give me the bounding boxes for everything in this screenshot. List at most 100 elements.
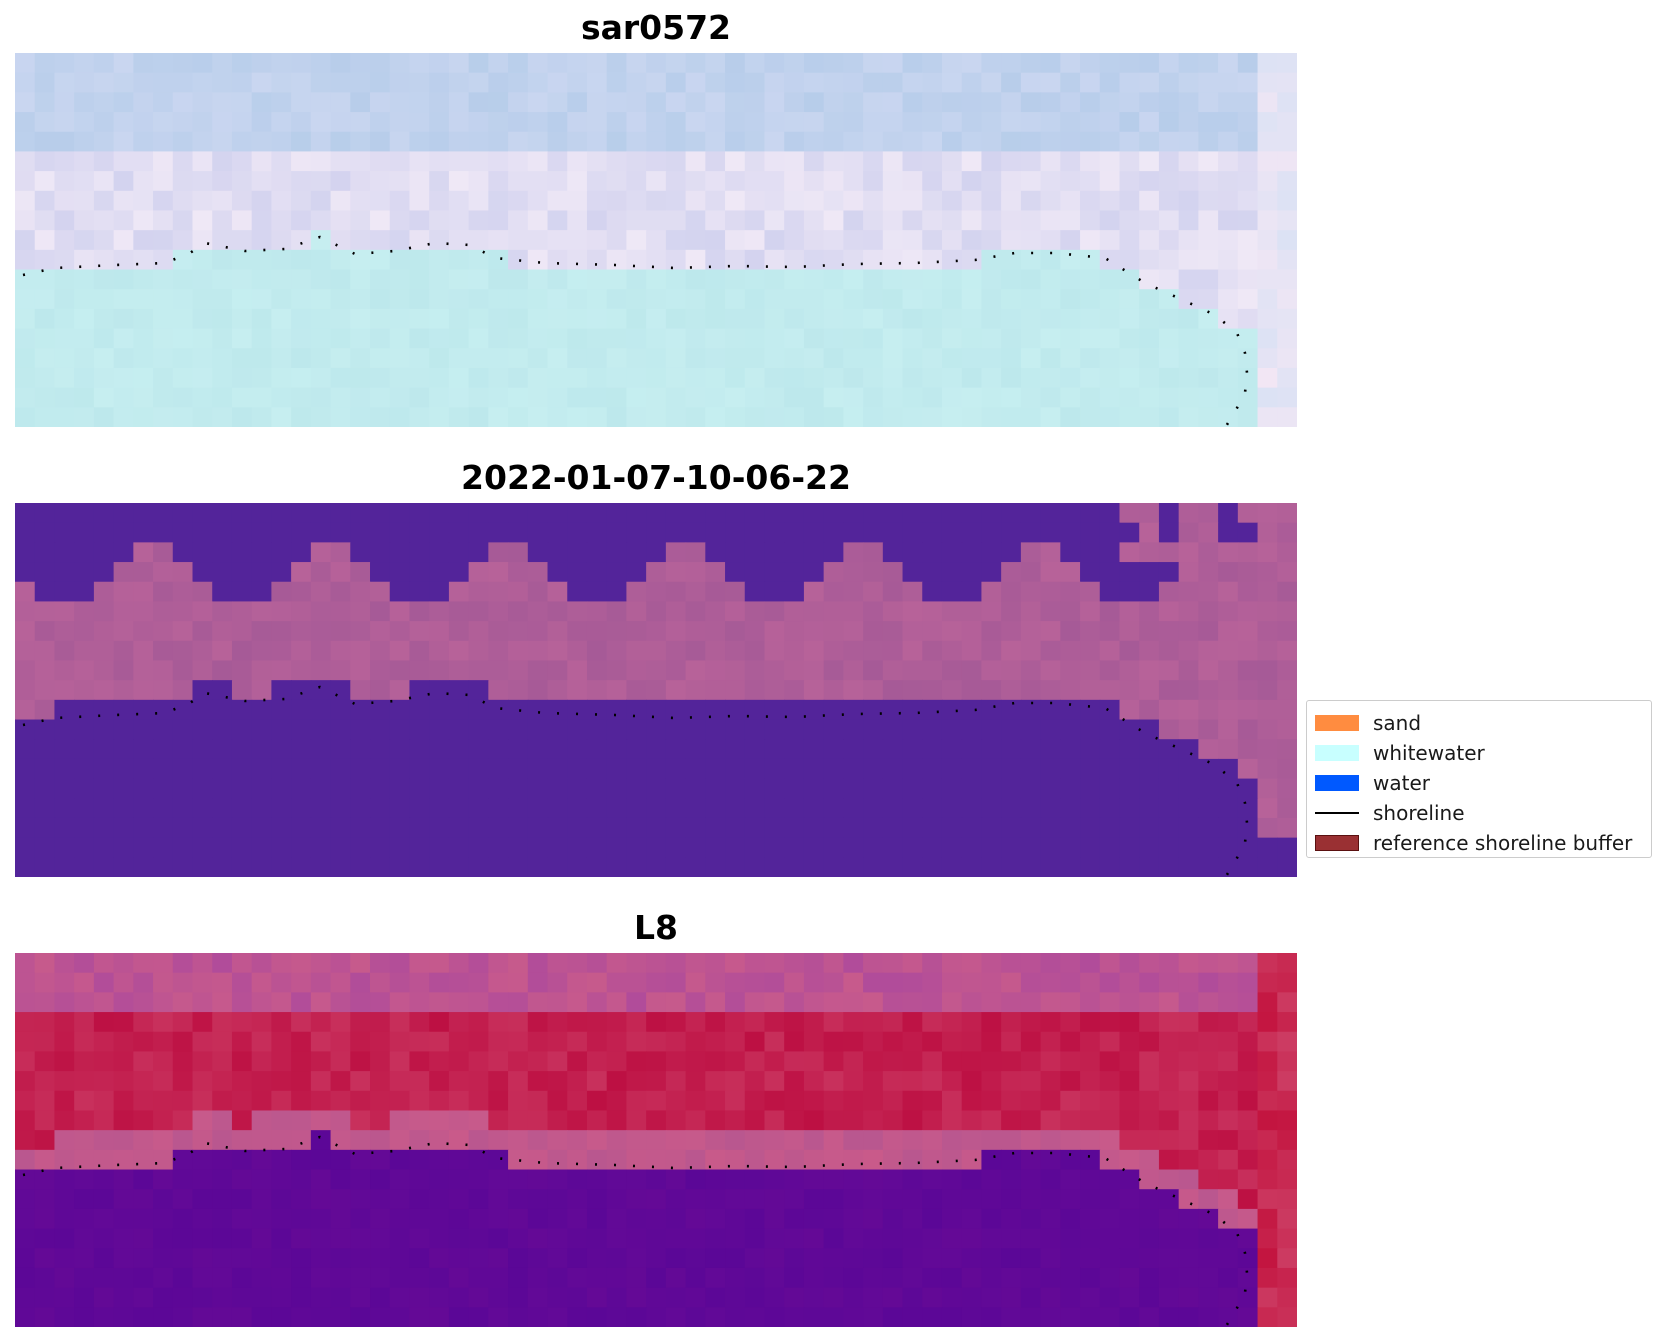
raster-pixel xyxy=(1040,562,1061,583)
raster-pixel xyxy=(863,1071,884,1092)
raster-pixel xyxy=(172,640,194,662)
raster-pixel xyxy=(744,1130,766,1151)
raster-pixel xyxy=(153,1208,174,1230)
raster-pixel xyxy=(370,387,391,408)
raster-pixel xyxy=(1020,1287,1042,1308)
raster-pixel xyxy=(882,719,904,740)
raster-pixel xyxy=(251,72,272,93)
raster-pixel xyxy=(685,249,706,271)
raster-pixel xyxy=(350,581,371,603)
raster-pixel xyxy=(606,817,628,839)
raster-pixel xyxy=(212,798,233,819)
raster-pixel xyxy=(547,739,568,760)
raster-pixel xyxy=(705,190,726,212)
raster-pixel xyxy=(15,680,36,701)
raster-pixel xyxy=(74,230,95,251)
raster-pixel xyxy=(251,660,272,681)
raster-pixel xyxy=(606,699,628,721)
raster-pixel xyxy=(251,1110,272,1131)
raster-pixel xyxy=(606,601,628,622)
raster-pixel xyxy=(1277,758,1297,780)
raster-pixel xyxy=(685,53,706,74)
raster-pixel xyxy=(330,72,351,93)
raster-pixel xyxy=(882,680,904,701)
raster-pixel xyxy=(1158,837,1180,858)
raster-pixel xyxy=(744,953,766,974)
raster-pixel xyxy=(1178,367,1199,389)
raster-pixel xyxy=(192,387,213,408)
raster-pixel xyxy=(1060,1307,1081,1327)
raster-pixel xyxy=(823,1051,844,1072)
raster-pixel xyxy=(1020,621,1042,642)
raster-pixel xyxy=(1257,1130,1278,1151)
raster-pixel xyxy=(330,1149,351,1171)
raster-pixel xyxy=(153,699,174,721)
raster-pixel xyxy=(153,1012,174,1033)
raster-pixel xyxy=(350,739,371,760)
raster-pixel xyxy=(488,1071,509,1092)
raster-pixel xyxy=(725,1189,746,1210)
raster-pixel xyxy=(251,1090,272,1112)
shoreline-line-swatch xyxy=(1315,812,1359,814)
raster-pixel xyxy=(448,1189,470,1210)
raster-pixel xyxy=(685,308,706,330)
raster-pixel xyxy=(370,992,391,1013)
raster-pixel xyxy=(882,348,904,369)
raster-pixel xyxy=(212,817,233,839)
raster-pixel xyxy=(626,387,647,408)
raster-pixel xyxy=(251,680,272,701)
raster-pixel xyxy=(330,1267,351,1289)
raster-pixel xyxy=(153,171,174,192)
raster-pixel xyxy=(626,719,647,740)
raster-pixel xyxy=(1158,953,1180,974)
raster-pixel xyxy=(547,190,568,212)
raster-pixel xyxy=(1060,972,1081,993)
raster-pixel xyxy=(626,1287,647,1308)
raster-pixel xyxy=(665,171,687,192)
raster-pixel xyxy=(843,660,864,681)
raster-pixel xyxy=(1080,249,1101,271)
raster-pixel xyxy=(93,562,115,583)
raster-pixel xyxy=(409,131,430,153)
raster-pixel xyxy=(823,1149,844,1171)
raster-pixel xyxy=(1060,953,1081,974)
raster-pixel xyxy=(488,249,509,271)
raster-pixel xyxy=(389,1169,411,1190)
raster-pixel xyxy=(429,53,450,74)
raster-pixel xyxy=(15,1012,36,1033)
raster-pixel xyxy=(330,522,351,543)
raster-pixel xyxy=(626,92,647,113)
raster-pixel xyxy=(1139,367,1160,389)
raster-pixel xyxy=(350,112,371,133)
raster-pixel xyxy=(34,131,56,153)
raster-pixel xyxy=(113,1307,134,1327)
raster-pixel xyxy=(744,269,766,290)
raster-pixel xyxy=(981,1090,1002,1112)
raster-pixel xyxy=(784,953,805,974)
raster-pixel xyxy=(1277,503,1297,524)
raster-pixel xyxy=(271,739,292,760)
raster-pixel xyxy=(863,778,884,799)
raster-pixel xyxy=(350,269,371,290)
raster-pixel xyxy=(1001,640,1022,662)
raster-pixel xyxy=(310,210,332,231)
raster-pixel xyxy=(448,367,470,389)
raster-pixel xyxy=(725,621,746,642)
raster-pixel xyxy=(153,640,174,662)
raster-pixel xyxy=(902,92,923,113)
raster-pixel xyxy=(1001,210,1022,231)
raster-pixel xyxy=(172,857,194,877)
raster-pixel xyxy=(922,1208,943,1230)
raster-pixel xyxy=(370,230,391,251)
raster-pixel xyxy=(310,1248,332,1269)
raster-pixel xyxy=(567,1012,588,1033)
raster-pixel xyxy=(93,230,115,251)
raster-pixel xyxy=(409,328,430,349)
raster-pixel xyxy=(15,1149,36,1171)
raster-pixel xyxy=(488,621,509,642)
raster-pixel xyxy=(291,92,312,113)
raster-pixel xyxy=(448,407,470,427)
raster-pixel xyxy=(1119,1090,1140,1112)
raster-pixel xyxy=(902,171,923,192)
raster-pixel xyxy=(725,1031,746,1053)
